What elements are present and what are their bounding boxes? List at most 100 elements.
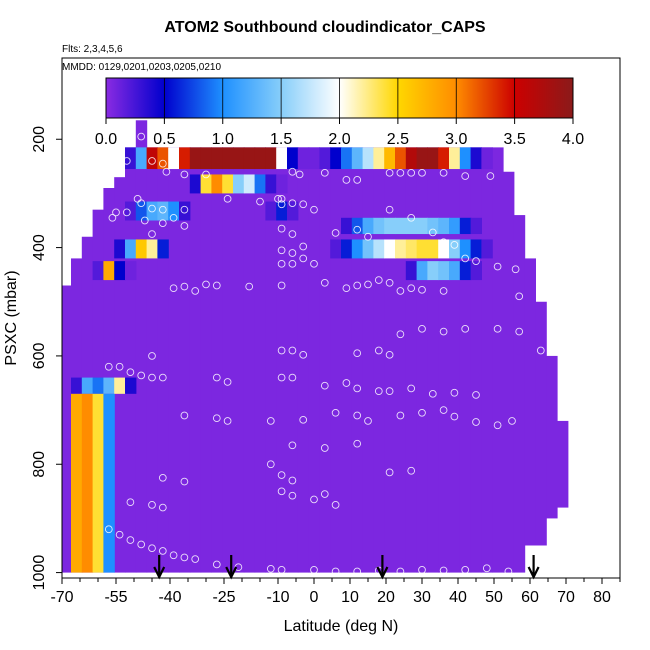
track-point bbox=[374, 346, 383, 355]
heat-cell bbox=[233, 147, 245, 170]
track-point bbox=[331, 501, 340, 509]
track-point bbox=[137, 199, 146, 208]
heat-cell bbox=[470, 217, 482, 235]
track-point bbox=[439, 168, 448, 177]
x-tick-label: 20 bbox=[377, 589, 395, 606]
track-point bbox=[277, 246, 286, 255]
heat-cell bbox=[146, 239, 158, 259]
track-point bbox=[277, 200, 286, 209]
heat-cell bbox=[222, 147, 234, 170]
track-point bbox=[288, 259, 297, 268]
track-point bbox=[526, 173, 534, 182]
track-point bbox=[515, 292, 524, 301]
coverage-column bbox=[481, 147, 493, 573]
y-tick-label: 800 bbox=[31, 451, 48, 478]
track-point bbox=[482, 564, 491, 573]
track-point bbox=[418, 324, 426, 333]
track-point bbox=[461, 566, 470, 574]
track-point bbox=[288, 441, 297, 450]
track-point bbox=[148, 132, 156, 141]
track-point bbox=[137, 132, 146, 141]
track-point bbox=[428, 389, 437, 398]
heat-cell bbox=[179, 201, 191, 221]
heat-cell bbox=[103, 393, 115, 573]
track-point bbox=[461, 324, 470, 333]
profile-arrow-head bbox=[376, 566, 389, 580]
coverage-column bbox=[189, 147, 202, 573]
track-point bbox=[418, 566, 426, 574]
track-point bbox=[158, 205, 167, 214]
track-point bbox=[299, 242, 308, 251]
heat-cell bbox=[416, 261, 428, 281]
coverage-column bbox=[546, 355, 558, 519]
heat-cell bbox=[189, 147, 202, 170]
track-point bbox=[288, 199, 297, 208]
track-point bbox=[396, 168, 405, 177]
flights-subtitle: Flts: 2,3,4,5,6 bbox=[62, 44, 123, 55]
track-point bbox=[277, 194, 286, 203]
coverage-column bbox=[211, 147, 223, 573]
track-point bbox=[472, 391, 480, 399]
track-point bbox=[148, 544, 156, 553]
heat-cell bbox=[114, 239, 126, 259]
heat-cell bbox=[71, 377, 83, 394]
heat-cell bbox=[373, 217, 385, 235]
track-point bbox=[191, 287, 200, 295]
track-point bbox=[299, 200, 308, 209]
coverage-column bbox=[330, 147, 342, 573]
track-point bbox=[148, 373, 156, 382]
heat-cell bbox=[341, 239, 353, 259]
heat-cell bbox=[427, 239, 439, 259]
profile-arrows bbox=[153, 555, 540, 580]
colorbar-tick-label: 1.5 bbox=[270, 131, 292, 148]
heat-cell bbox=[92, 377, 104, 394]
track-point bbox=[310, 205, 318, 214]
track-point bbox=[108, 213, 117, 222]
track-point bbox=[122, 157, 131, 165]
heat-cell bbox=[481, 239, 493, 259]
track-point bbox=[396, 287, 405, 295]
chart-title: ATOM2 Southbound cloudindicator_CAPS bbox=[164, 19, 486, 36]
track-point bbox=[299, 350, 308, 359]
track-point bbox=[486, 172, 495, 180]
track-point bbox=[493, 262, 502, 271]
track-point bbox=[385, 205, 394, 214]
heat-cell bbox=[146, 147, 158, 170]
track-point bbox=[274, 194, 282, 203]
track-point bbox=[439, 287, 448, 295]
heat-cell bbox=[254, 147, 266, 170]
profile-arrow-head bbox=[527, 566, 540, 580]
track-point bbox=[320, 278, 329, 287]
heat-cell bbox=[395, 217, 407, 235]
x-tick-label: -25 bbox=[212, 589, 235, 606]
track-point bbox=[295, 170, 304, 179]
track-point bbox=[396, 411, 405, 420]
track-point bbox=[277, 281, 286, 290]
coverage-column bbox=[168, 147, 180, 573]
track-point bbox=[385, 387, 394, 395]
track-point bbox=[320, 490, 329, 498]
heat-cell bbox=[308, 147, 320, 170]
heat-cell bbox=[276, 174, 288, 194]
track-point bbox=[342, 284, 351, 293]
track-point bbox=[331, 408, 340, 417]
track-point bbox=[277, 373, 286, 382]
track-point bbox=[288, 346, 297, 355]
track-point bbox=[508, 417, 516, 425]
colorbar-tick-label: 2.5 bbox=[387, 131, 409, 148]
coverage-column bbox=[557, 420, 569, 508]
coverage-column bbox=[438, 147, 450, 573]
coverage-column bbox=[146, 147, 158, 573]
track-point bbox=[180, 282, 189, 291]
track-point bbox=[353, 411, 362, 420]
track-point bbox=[180, 222, 189, 230]
y-tick-label: 200 bbox=[31, 126, 48, 153]
track-point bbox=[277, 259, 286, 268]
heat-cell bbox=[200, 147, 212, 170]
track-point bbox=[288, 249, 297, 257]
coverage-column bbox=[503, 171, 515, 573]
heat-cell bbox=[362, 239, 374, 259]
coverage-column bbox=[233, 147, 245, 573]
track-point bbox=[180, 411, 189, 420]
